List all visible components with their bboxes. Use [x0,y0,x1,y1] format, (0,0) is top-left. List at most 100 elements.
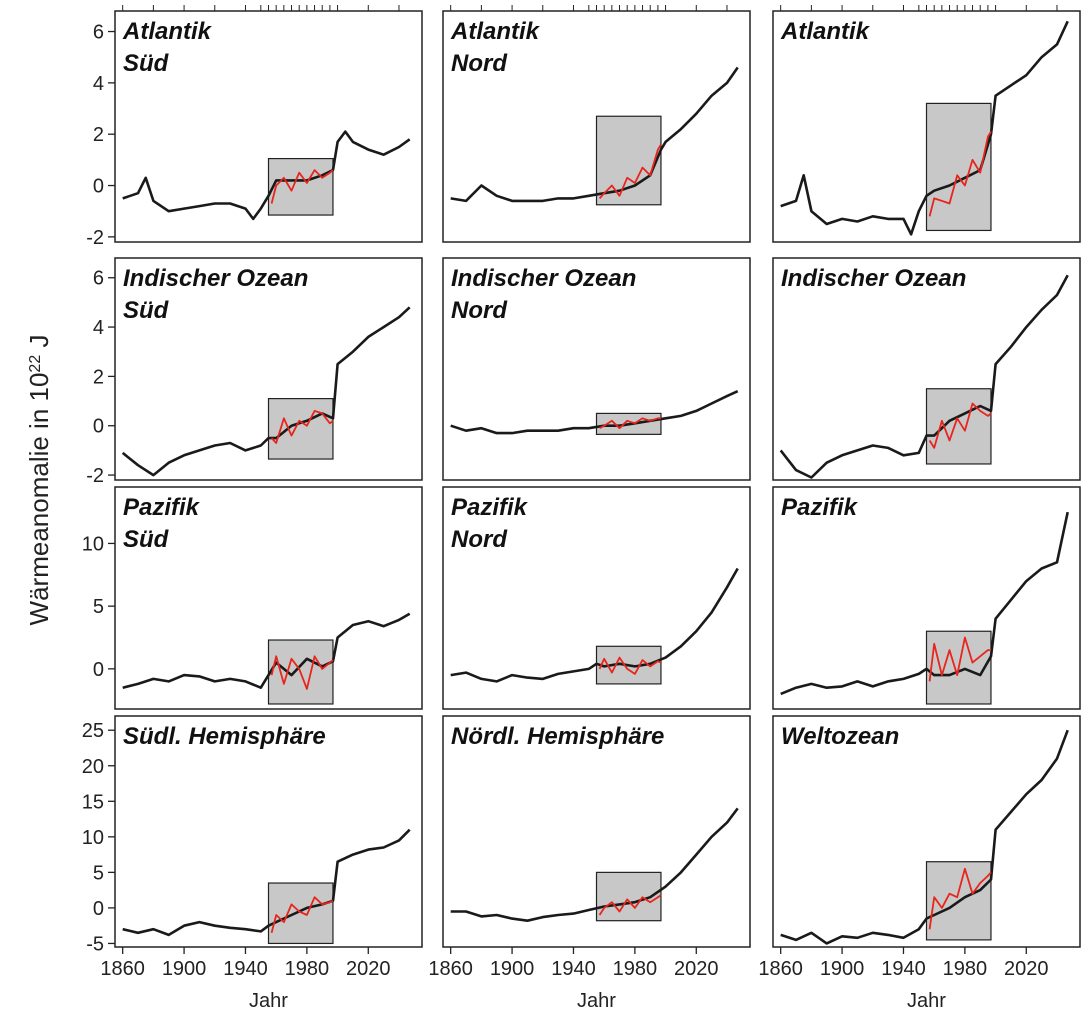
x-tick-label: 1860 [428,958,473,980]
x-tick-label: 2020 [1004,958,1049,980]
series-line-observed [450,567,739,683]
panel-title: Pazifik [123,494,201,521]
panel-title: Atlantik [780,18,871,45]
panel-title: Indischer Ozean [781,265,966,292]
panel-title: Pazifik [451,494,529,521]
panel-title: Nord [451,297,508,324]
series-line-model [598,894,662,916]
panel-10: Nördl. Hemisphäre 1860 1900 1940 1980 2020 Jah… [428,715,751,1012]
series-line-observed [122,828,411,937]
x-axis-label: Jahr [577,990,616,1012]
series-line-model [270,896,334,934]
comparison-box [267,639,334,705]
series-line-observed [122,130,411,221]
y-tick-label: -5 [86,933,104,955]
panel-3: Indischer Ozean Süd -2 0 2 4 6 [86,257,423,487]
series-line-observed [779,274,1069,479]
series-line-observed [780,511,1069,696]
panel-7: Pazifik Nord [442,486,751,710]
y-tick-label: 6 [93,268,104,290]
x-tick-label: 1940 [223,958,268,980]
y-axis-label-unit: J [24,335,54,355]
panel-title: Weltozean [781,723,899,750]
y-tick-label: -2 [86,465,104,487]
panel-title: Pazifik [781,494,859,521]
panel-title: Atlantik [450,18,541,45]
y-tick-label: 0 [93,659,104,681]
y-tick-label: 6 [93,22,104,44]
y-tick-label: 0 [93,898,104,920]
x-axis-label: Jahr [249,990,288,1012]
comparison-box [267,398,334,460]
panel-frame [114,486,423,710]
comparison-box [267,157,334,216]
panel-2: Atlantik [772,5,1081,243]
x-tick-label: 1860 [758,958,803,980]
panel-6: Pazifik Süd 0 5 10 [82,486,423,710]
y-axis-label-exponent: 22 [27,355,44,373]
x-tick-label: 1900 [162,958,207,980]
panel-frame [442,715,751,948]
series-line-observed [780,729,1069,945]
y-tick-label: 10 [82,827,104,849]
y-tick-label: 2 [93,124,104,146]
panel-9: Südl. Hemisphäre -5 0 5 10 15 20 25 1860 1900 1940… [82,715,423,1012]
series-line-model [928,131,992,217]
panel-0: Atlantik Süd -2 0 2 4 6 [86,5,423,249]
panel-title: Nord [451,526,508,553]
panel-frame [772,715,1081,948]
panel-title: Nördl. Hemisphäre [451,723,664,750]
panel-frame [442,486,751,710]
y-tick-label: 5 [93,596,104,618]
x-tick-label: 1900 [820,958,865,980]
comparison-box [267,882,334,945]
x-axis-label: Jahr [907,990,946,1012]
panel-title: Indischer Ozean [123,265,308,292]
x-tick-label: 1980 [613,958,658,980]
panel-frame [772,257,1081,481]
y-axis-label-text: Wärmeanomalie in 10 [24,373,54,626]
x-tick-label: 1980 [943,958,988,980]
y-tick-label: -2 [86,227,104,249]
panel-11: Weltozean 1860 1900 1940 1980 2020 Jahr [758,715,1081,1012]
y-axis-label: Wärmeanomalie in 1022 J [24,335,54,626]
panel-frame [772,486,1081,710]
panel-title: Indischer Ozean [451,265,636,292]
series-line-model [599,417,661,430]
panel-5: Indischer Ozean [772,257,1081,481]
series-line-model [270,409,334,444]
y-tick-label: 4 [93,317,104,339]
x-tick-label: 2020 [346,958,391,980]
series-line-observed [780,20,1069,236]
y-tick-label: 5 [93,862,104,884]
panel-title: Nord [451,50,508,77]
x-tick-label: 2020 [674,958,719,980]
series-line-model [928,867,992,930]
y-tick-label: 10 [82,533,104,555]
panel-title: Süd [123,297,170,324]
y-tick-label: 0 [93,176,104,198]
y-tick-label: 15 [82,791,104,813]
panel-title: Atlantik [122,18,213,45]
panel-8: Pazifik [772,486,1081,710]
series-line-observed [450,807,739,923]
series-line-model [598,656,662,675]
y-tick-label: 0 [93,416,104,438]
panel-frame [114,257,423,481]
series-line-model [598,144,662,199]
y-tick-label: 20 [82,756,104,778]
y-tick-label: 2 [93,366,104,388]
series-line-model [270,169,334,204]
series-line-model [270,655,334,690]
comparison-box [925,388,992,465]
panels-layer: Atlantik Süd -2 0 2 4 6 Atlantik Nord Atlantik Ind… [82,5,1081,1012]
series-line-model [928,636,991,682]
panel-title: Süd [123,50,170,77]
panel-title: Südl. Hemisphäre [123,723,326,750]
series-line-model [928,402,992,449]
series-line-observed [450,66,739,203]
panel-frame [114,715,423,948]
series-line-observed [121,306,411,477]
series-line-observed [122,612,411,690]
